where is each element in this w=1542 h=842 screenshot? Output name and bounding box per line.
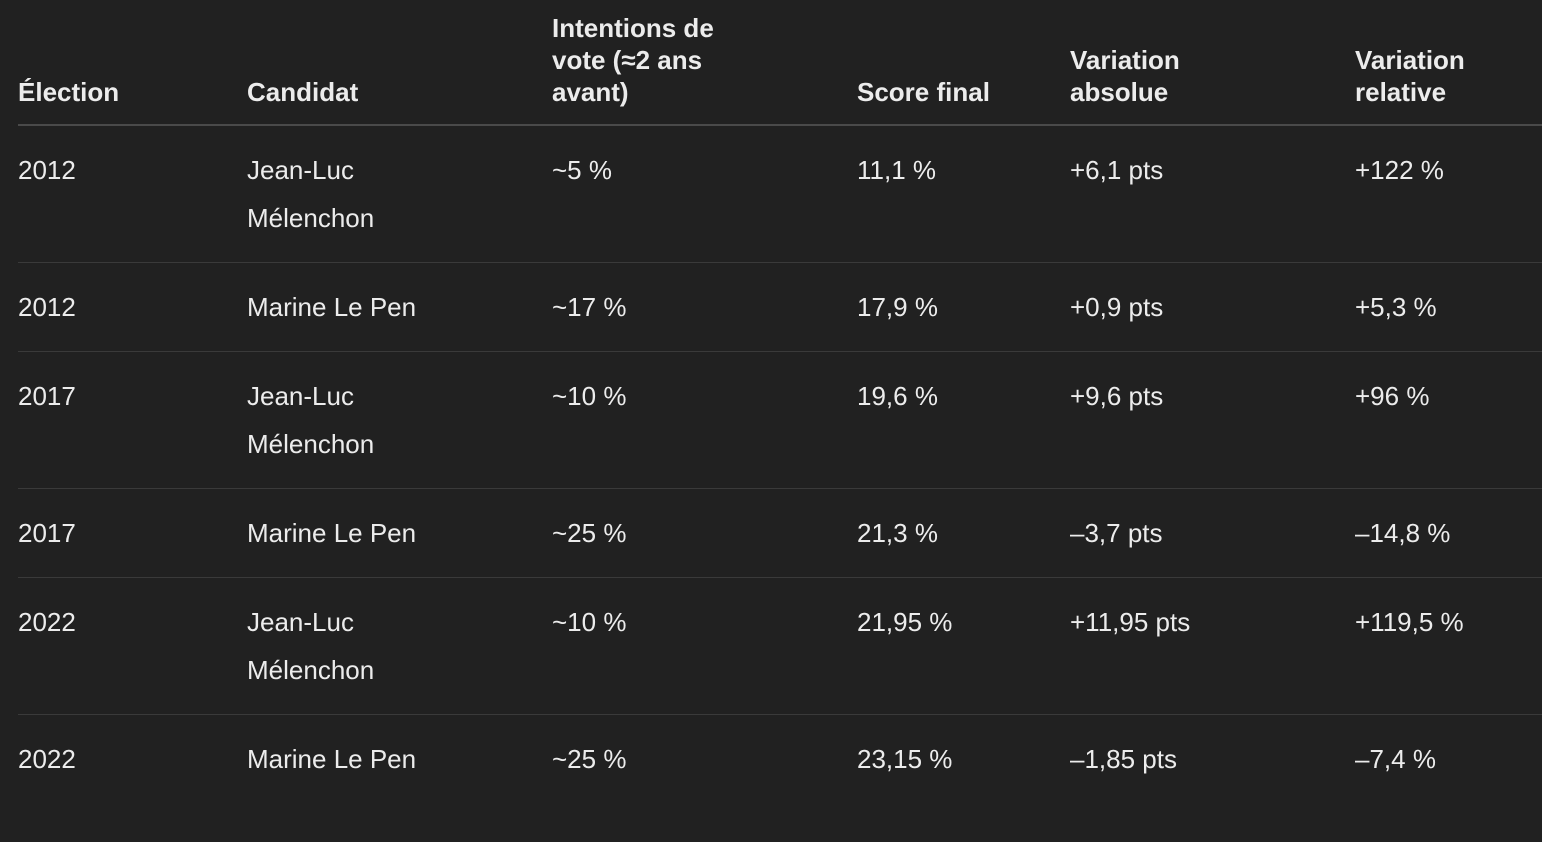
cell-election: 2022	[18, 577, 247, 715]
results-table-container: Élection Candidat Intentions de vote (≈2…	[18, 0, 1542, 803]
cell-relative-variation: +96 %	[1355, 351, 1542, 489]
cell-voting-intentions: ~17 %	[552, 262, 857, 352]
header-candidate: Candidat	[247, 0, 552, 126]
header-row: Élection Candidat Intentions de vote (≈2…	[18, 0, 1542, 126]
cell-candidate: Jean-Luc Mélenchon	[247, 125, 552, 263]
cell-voting-intentions: ~25 %	[552, 744, 627, 774]
header-relative-variation: Variation relative	[1355, 0, 1542, 126]
cell-election: 2012	[18, 262, 247, 352]
table-header: Élection Candidat Intentions de vote (≈2…	[18, 0, 1542, 126]
cell-election: 2017	[18, 488, 247, 578]
cell-final-score: 19,6 %	[857, 351, 1070, 489]
cell-candidate: Jean-Luc Mélenchon	[247, 577, 552, 715]
table-row: 2012 Jean-Luc Mélenchon ~5 % 11,1 % +6,1…	[18, 125, 1542, 263]
header-absolute-variation: Variation absolue	[1070, 0, 1355, 126]
cell-relative-variation: –14,8 %	[1355, 488, 1542, 578]
header-voting-intentions: Intentions de vote (≈2 ans avant)	[552, 0, 857, 126]
cell-final-score: 23,15 %	[857, 744, 953, 774]
table-body: 2012 Jean-Luc Mélenchon ~5 % 11,1 % +6,1…	[18, 125, 1542, 803]
cell-election: 2017	[18, 351, 247, 489]
cell-voting-intentions: ~25 %	[552, 488, 857, 578]
table-row: 2012 Marine Le Pen ~17 % 17,9 % +0,9 pts…	[18, 262, 1542, 352]
cell-absolute-variation: –3,7 pts	[1070, 488, 1355, 578]
table-row: 2022 Jean-Luc Mélenchon ~10 % 21,95 % +1…	[18, 577, 1542, 715]
cell-candidate: Marine Le Pen	[247, 262, 552, 352]
cell-absolute-variation: +11,95 pts	[1070, 577, 1355, 715]
cell-voting-intentions: ~10 %	[552, 351, 857, 489]
cell-absolute-variation: –1,85 pts	[1070, 744, 1177, 774]
cell-relative-variation: +5,3 %	[1355, 262, 1542, 352]
cell-candidate: Jean-Luc Mélenchon	[247, 351, 552, 489]
header-election: Élection	[18, 0, 247, 126]
cell-absolute-variation: +6,1 pts	[1070, 125, 1355, 263]
header-final-score: Score final	[857, 0, 1070, 126]
cell-election: 2012	[18, 125, 247, 263]
table-row: 2017 Jean-Luc Mélenchon ~10 % 19,6 % +9,…	[18, 351, 1542, 489]
cell-final-score: 21,3 %	[857, 488, 1070, 578]
cell-election: 2022	[18, 744, 76, 774]
cell-final-score: 17,9 %	[857, 262, 1070, 352]
cell-relative-variation: +122 %	[1355, 125, 1542, 263]
cell-relative-variation: +119,5 %	[1355, 577, 1542, 715]
table-row: 2022 Marine Le Pen ~25 % 23,15 % –1,85 p…	[18, 715, 1542, 804]
results-table: Élection Candidat Intentions de vote (≈2…	[18, 0, 1542, 803]
cell-absolute-variation: +9,6 pts	[1070, 351, 1355, 489]
table-row: 2017 Marine Le Pen ~25 % 21,3 % –3,7 pts…	[18, 488, 1542, 578]
cell-candidate: Marine Le Pen	[247, 488, 552, 578]
cell-final-score: 21,95 %	[857, 577, 1070, 715]
cell-voting-intentions: ~10 %	[552, 577, 857, 715]
cell-candidate: Marine Le Pen	[247, 744, 417, 774]
cell-absolute-variation: +0,9 pts	[1070, 262, 1355, 352]
cell-relative-variation: –7,4 %	[1355, 744, 1436, 774]
cell-final-score: 11,1 %	[857, 125, 1070, 263]
cell-voting-intentions: ~5 %	[552, 125, 857, 263]
